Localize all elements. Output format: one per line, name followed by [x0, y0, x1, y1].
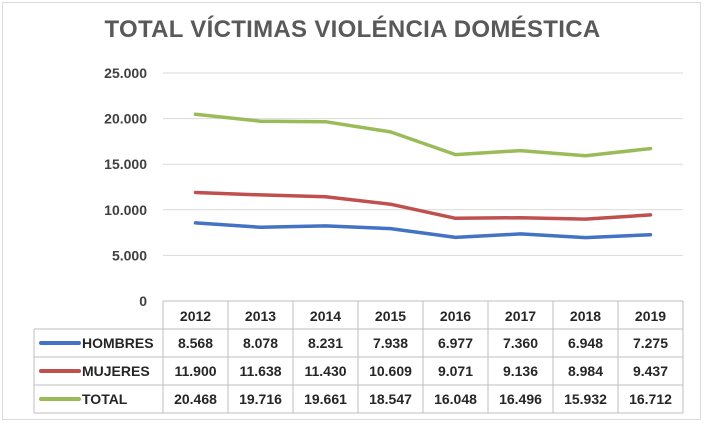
data-label: 8.231	[308, 335, 343, 351]
data-label: 7.938	[373, 335, 408, 351]
legend-label-mujeres: MUJERES	[82, 363, 150, 379]
y-tick-label: 10.000	[104, 202, 147, 218]
data-label: 15.932	[564, 391, 607, 407]
data-label: 8.984	[568, 363, 603, 379]
data-label: 6.977	[438, 335, 473, 351]
data-label: 8.568	[178, 335, 213, 351]
data-label: 10.609	[369, 363, 412, 379]
x-tick-label: 2012	[180, 308, 211, 324]
y-tick-label: 5.000	[112, 247, 147, 263]
data-label: 9.437	[633, 363, 668, 379]
x-tick-label: 2017	[505, 308, 536, 324]
data-label: 16.048	[434, 391, 477, 407]
data-label: 19.661	[304, 391, 347, 407]
x-tick-label: 2013	[245, 308, 276, 324]
series-line-mujeres	[193, 190, 653, 221]
data-label: 11.638	[239, 363, 281, 379]
y-axis: 0 5.000 10.000 15.000 20.000 25.000	[104, 65, 147, 309]
x-tick-label: 2018	[570, 308, 601, 324]
data-label: 16.712	[629, 391, 672, 407]
gridlines	[163, 72, 683, 256]
legend-label-total: TOTAL	[82, 391, 128, 407]
data-label: 7.275	[633, 335, 668, 351]
data-label: 9.071	[438, 363, 473, 379]
data-label: 18.547	[369, 391, 412, 407]
series-line-total	[193, 112, 653, 158]
y-tick-label: 25.000	[104, 65, 147, 81]
data-label: 20.468	[174, 391, 217, 407]
chart-title: TOTAL VÍCTIMAS VIOLÉNCIA DOMÉSTICA	[104, 16, 601, 43]
data-label: 7.360	[503, 335, 538, 351]
y-tick-label: 0	[139, 293, 147, 309]
series-line-hombres	[193, 221, 653, 240]
x-tick-label: 2016	[440, 308, 471, 324]
data-label: 9.136	[503, 363, 538, 379]
x-tick-label: 2014	[310, 308, 341, 324]
data-label: 19.716	[239, 391, 282, 407]
data-label: 16.496	[499, 391, 542, 407]
y-tick-label: 15.000	[104, 156, 147, 172]
data-label: 8.078	[243, 335, 278, 351]
data-label: 11.900	[174, 363, 216, 379]
x-tick-label: 2019	[635, 308, 666, 324]
series-lines	[193, 112, 653, 240]
data-table: 2012 2013 2014 2015 2016 2017 2018 2019 HOMBRES 8…	[33, 300, 684, 414]
x-tick-label: 2015	[375, 308, 406, 324]
legend-label-hombres: HOMBRES	[82, 335, 154, 351]
data-label: 6.948	[568, 335, 603, 351]
data-label: 11.430	[304, 363, 346, 379]
y-tick-label: 20.000	[104, 111, 147, 127]
chart-frame	[2, 2, 701, 420]
